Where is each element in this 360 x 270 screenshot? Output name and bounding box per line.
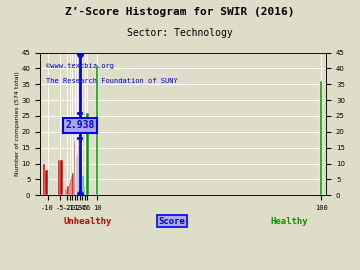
Text: Score: Score	[158, 217, 185, 226]
Text: Healthy: Healthy	[270, 217, 308, 226]
Bar	[79, 154, 80, 195]
Bar	[84, 186, 85, 195]
Text: Z’-Score Histogram for SWIR (2016): Z’-Score Histogram for SWIR (2016)	[65, 7, 295, 17]
Bar	[82, 176, 83, 195]
Bar	[58, 160, 60, 195]
Bar	[74, 170, 75, 195]
Text: 2.938: 2.938	[65, 120, 94, 130]
Bar	[45, 170, 48, 195]
Bar	[71, 176, 72, 195]
Bar	[75, 135, 76, 195]
Bar	[65, 189, 66, 195]
Bar	[86, 113, 89, 195]
Bar	[70, 179, 71, 195]
Bar	[67, 186, 69, 195]
Bar	[96, 65, 99, 195]
Bar	[66, 189, 67, 195]
Text: The Research Foundation of SUNY: The Research Foundation of SUNY	[46, 78, 177, 84]
Bar	[81, 170, 82, 195]
Bar	[72, 173, 74, 195]
Y-axis label: Number of companies (574 total): Number of companies (574 total)	[15, 72, 20, 176]
Bar	[60, 160, 63, 195]
Bar	[76, 157, 77, 195]
Bar	[83, 176, 84, 195]
Bar	[77, 154, 78, 195]
Bar	[320, 81, 323, 195]
Text: ©www.textbiz.org: ©www.textbiz.org	[46, 63, 114, 69]
Bar	[42, 164, 45, 195]
Bar	[69, 183, 70, 195]
Text: Unhealthy: Unhealthy	[63, 217, 111, 226]
Text: Sector: Technology: Sector: Technology	[127, 28, 233, 38]
